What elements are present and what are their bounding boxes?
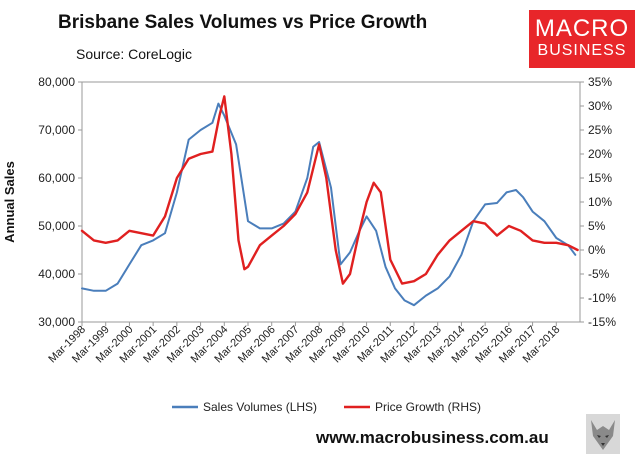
y-tick-label: 80,000 bbox=[38, 75, 75, 89]
y2-tick-label: -10% bbox=[588, 291, 616, 305]
y-tick-label: 50,000 bbox=[38, 219, 75, 233]
y-tick-label: 40,000 bbox=[38, 267, 75, 281]
plot-area bbox=[81, 81, 581, 323]
wolf-logo-icon bbox=[586, 414, 620, 454]
sales-volumes-line bbox=[81, 102, 577, 307]
y2-tick-label: 35% bbox=[588, 75, 612, 89]
y-tick-label: 30,000 bbox=[38, 315, 75, 329]
price-growth-line bbox=[80, 95, 579, 285]
chart-title: Brisbane Sales Volumes vs Price Growth bbox=[58, 12, 428, 33]
y2-tick-label: 25% bbox=[588, 123, 612, 137]
website-url: www.macrobusiness.com.au bbox=[316, 428, 549, 447]
y2-tick-label: -15% bbox=[588, 315, 616, 329]
y2-tick-label: -5% bbox=[588, 267, 610, 281]
chart-source: Source: CoreLogic bbox=[76, 46, 192, 62]
y2-tick-label: 20% bbox=[588, 147, 612, 161]
logo-line1: MACRO bbox=[534, 15, 630, 42]
macrobusiness-logo: MACRO BUSINESS bbox=[529, 10, 635, 68]
y2-tick-label: 15% bbox=[588, 171, 612, 185]
legend-sales-volumes-label: Sales Volumes (LHS) bbox=[203, 400, 317, 414]
y2-tick-label: 30% bbox=[588, 99, 612, 113]
y2-tick-label: 5% bbox=[588, 219, 606, 233]
y-tick-label: 60,000 bbox=[38, 171, 75, 185]
y-tick-label: 70,000 bbox=[38, 123, 75, 137]
logo-line2: BUSINESS bbox=[537, 42, 627, 59]
y-axis-label: Annual Sales bbox=[2, 161, 17, 243]
y2-tick-label: 10% bbox=[588, 195, 612, 209]
legend-price-growth-label: Price Growth (RHS) bbox=[375, 400, 481, 414]
y2-tick-label: 0% bbox=[588, 243, 606, 257]
